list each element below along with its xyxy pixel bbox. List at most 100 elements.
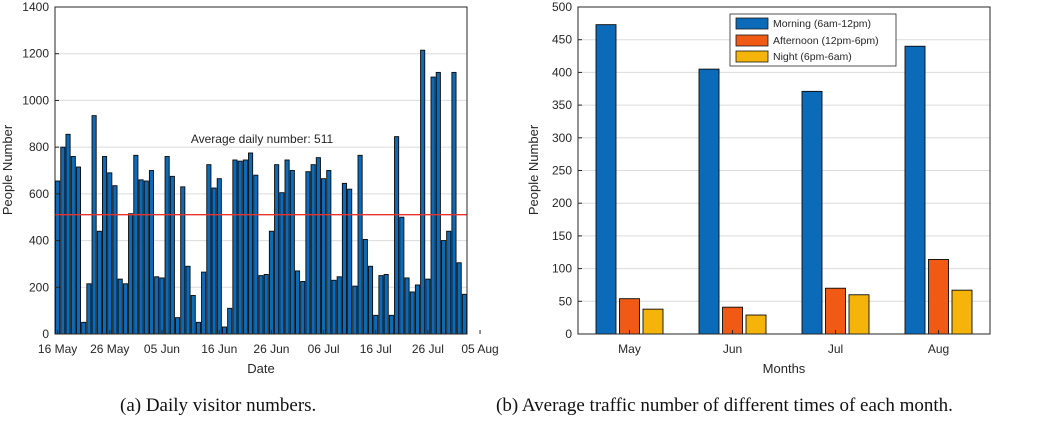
chart-a-bar — [216, 178, 222, 335]
chart-a-bar — [154, 276, 160, 335]
chart-a-x-tick-label: 05 Jun — [144, 342, 180, 356]
chart-a-bar — [383, 273, 389, 335]
chart-a-bar — [268, 230, 274, 335]
chart-a-bar — [60, 146, 66, 335]
chart-a-bar — [425, 278, 431, 335]
chart-a-bar — [446, 230, 452, 335]
chart-a-bar — [456, 262, 462, 335]
chart-b-bar — [951, 289, 973, 335]
chart-b-bar — [825, 287, 846, 335]
chart-a-bar — [138, 179, 144, 335]
chart-a-bar — [352, 285, 358, 335]
chart-a-bar — [461, 293, 467, 335]
chart-a-bar — [263, 273, 269, 335]
chart-b-y-tick-label: 450 — [552, 33, 572, 47]
chart-a-bar — [148, 170, 155, 335]
chart-a-bar — [315, 157, 321, 335]
chart-a-bar — [367, 265, 374, 335]
chart-b-y-tick-label: 0 — [565, 327, 572, 341]
chart-a-bar — [404, 277, 410, 335]
chart-monthly-traffic: 0 50 100 150 200 250 300 350 400 450 500 May Jun Jul… — [526, 0, 991, 376]
chart-b-bar — [722, 306, 743, 335]
chart-b-legend: Morning (6am-12pm) Afternoon (12pm-6pm) … — [729, 13, 897, 67]
chart-a-x-tick-label: 16 May — [38, 342, 77, 356]
chart-a-bar — [70, 156, 76, 335]
chart-b-y-tick-label: 400 — [552, 65, 572, 79]
chart-b-y-tick-label: 50 — [559, 294, 573, 308]
chart-a-bar — [86, 283, 92, 335]
chart-a-bar — [451, 71, 457, 335]
legend-label-afternoon: Afternoon (12pm-6pm) — [773, 35, 879, 47]
chart-daily-visitors: 0 200 400 600 800 1000 1200 1400 16 May 26 May 05… — [0, 0, 499, 376]
chart-a-bar — [336, 276, 342, 335]
chart-a-bar — [409, 291, 415, 335]
chart-b-x-tick-label: May — [618, 342, 641, 356]
chart-a-bar — [357, 154, 363, 335]
chart-a-y-tick-label: 1400 — [22, 0, 49, 14]
chart-a-bar — [321, 178, 327, 335]
chart-a-bar — [414, 284, 420, 335]
chart-a-bar — [274, 164, 280, 335]
chart-a-bar — [341, 182, 347, 335]
chart-a-bar — [378, 275, 384, 335]
chart-a-bar — [75, 166, 82, 335]
chart-a-bar — [248, 152, 254, 335]
chart-b-bar — [745, 314, 767, 335]
chart-a-bar — [102, 156, 108, 335]
chart-a-x-tick-label: 26 Jun — [253, 342, 289, 356]
chart-b-y-tick-label: 250 — [552, 164, 572, 178]
chart-b-bar — [619, 298, 640, 335]
chart-a-bar — [435, 71, 441, 335]
chart-a-y-tick-label: 1200 — [22, 47, 49, 61]
legend-swatch-afternoon — [735, 34, 769, 47]
chart-a-bar — [227, 307, 233, 335]
chart-a-bar — [117, 278, 123, 335]
chart-a-bar — [279, 192, 285, 335]
chart-b-y-tick-label: 100 — [552, 262, 572, 276]
chart-a-bar — [232, 159, 238, 335]
chart-a-bar — [310, 164, 316, 335]
chart-a-bar — [185, 265, 191, 335]
legend-swatch-morning — [735, 17, 769, 30]
chart-a-y-tick-label: 400 — [29, 234, 49, 248]
chart-a-x-tick-label: 05 Aug — [461, 342, 498, 356]
chart-a-bar — [107, 172, 113, 335]
chart-a-average-label: Average daily number: 511 — [191, 132, 334, 146]
chart-a-bar — [96, 230, 102, 335]
chart-a-bar — [159, 277, 165, 335]
chart-b-bar — [698, 68, 720, 335]
chart-a-y-ticks: 0 200 400 600 800 1000 1200 1400 — [22, 0, 59, 341]
chart-b-y-tick-label: 300 — [552, 131, 572, 145]
chart-b-bars — [595, 24, 973, 335]
chart-a-bar — [294, 270, 301, 335]
chart-a-bar — [65, 133, 71, 335]
chart-a-bar — [112, 185, 118, 335]
chart-a-plot-frame — [54, 6, 468, 335]
chart-a-x-tick-label: 16 Jun — [201, 342, 237, 356]
chart-a-bar — [55, 180, 61, 335]
chart-b-y-tick-label: 500 — [552, 0, 572, 14]
chart-b-x-tick-label: Jun — [723, 342, 742, 356]
caption-a: (a) Daily visitor numbers. — [120, 395, 317, 416]
chart-a-bar — [289, 170, 295, 335]
chart-a-bar — [300, 280, 306, 335]
chart-a-bar — [347, 188, 353, 335]
chart-a-bar — [394, 136, 400, 335]
chart-a-x-tick-label: 06 Jul — [308, 342, 340, 356]
chart-a-bar — [122, 283, 128, 335]
caption-b: (b) Average traffic number of different … — [496, 395, 953, 416]
chart-a-bar — [284, 159, 290, 335]
chart-a-bar — [253, 174, 259, 335]
chart-b-y-tick-label: 150 — [552, 229, 572, 243]
chart-b-bar — [848, 294, 870, 335]
chart-a-bar — [242, 159, 248, 335]
chart-b-bar — [595, 24, 617, 335]
chart-b-x-ticks: May Jun Jul Aug — [618, 330, 949, 356]
chart-a-bar — [206, 164, 212, 335]
chart-a-bar — [440, 240, 447, 335]
chart-a-bar — [258, 275, 264, 335]
chart-a-bar — [81, 321, 87, 335]
chart-b-x-tick-label: Aug — [928, 342, 949, 356]
chart-a-x-tick-label: 26 Jul — [412, 342, 444, 356]
